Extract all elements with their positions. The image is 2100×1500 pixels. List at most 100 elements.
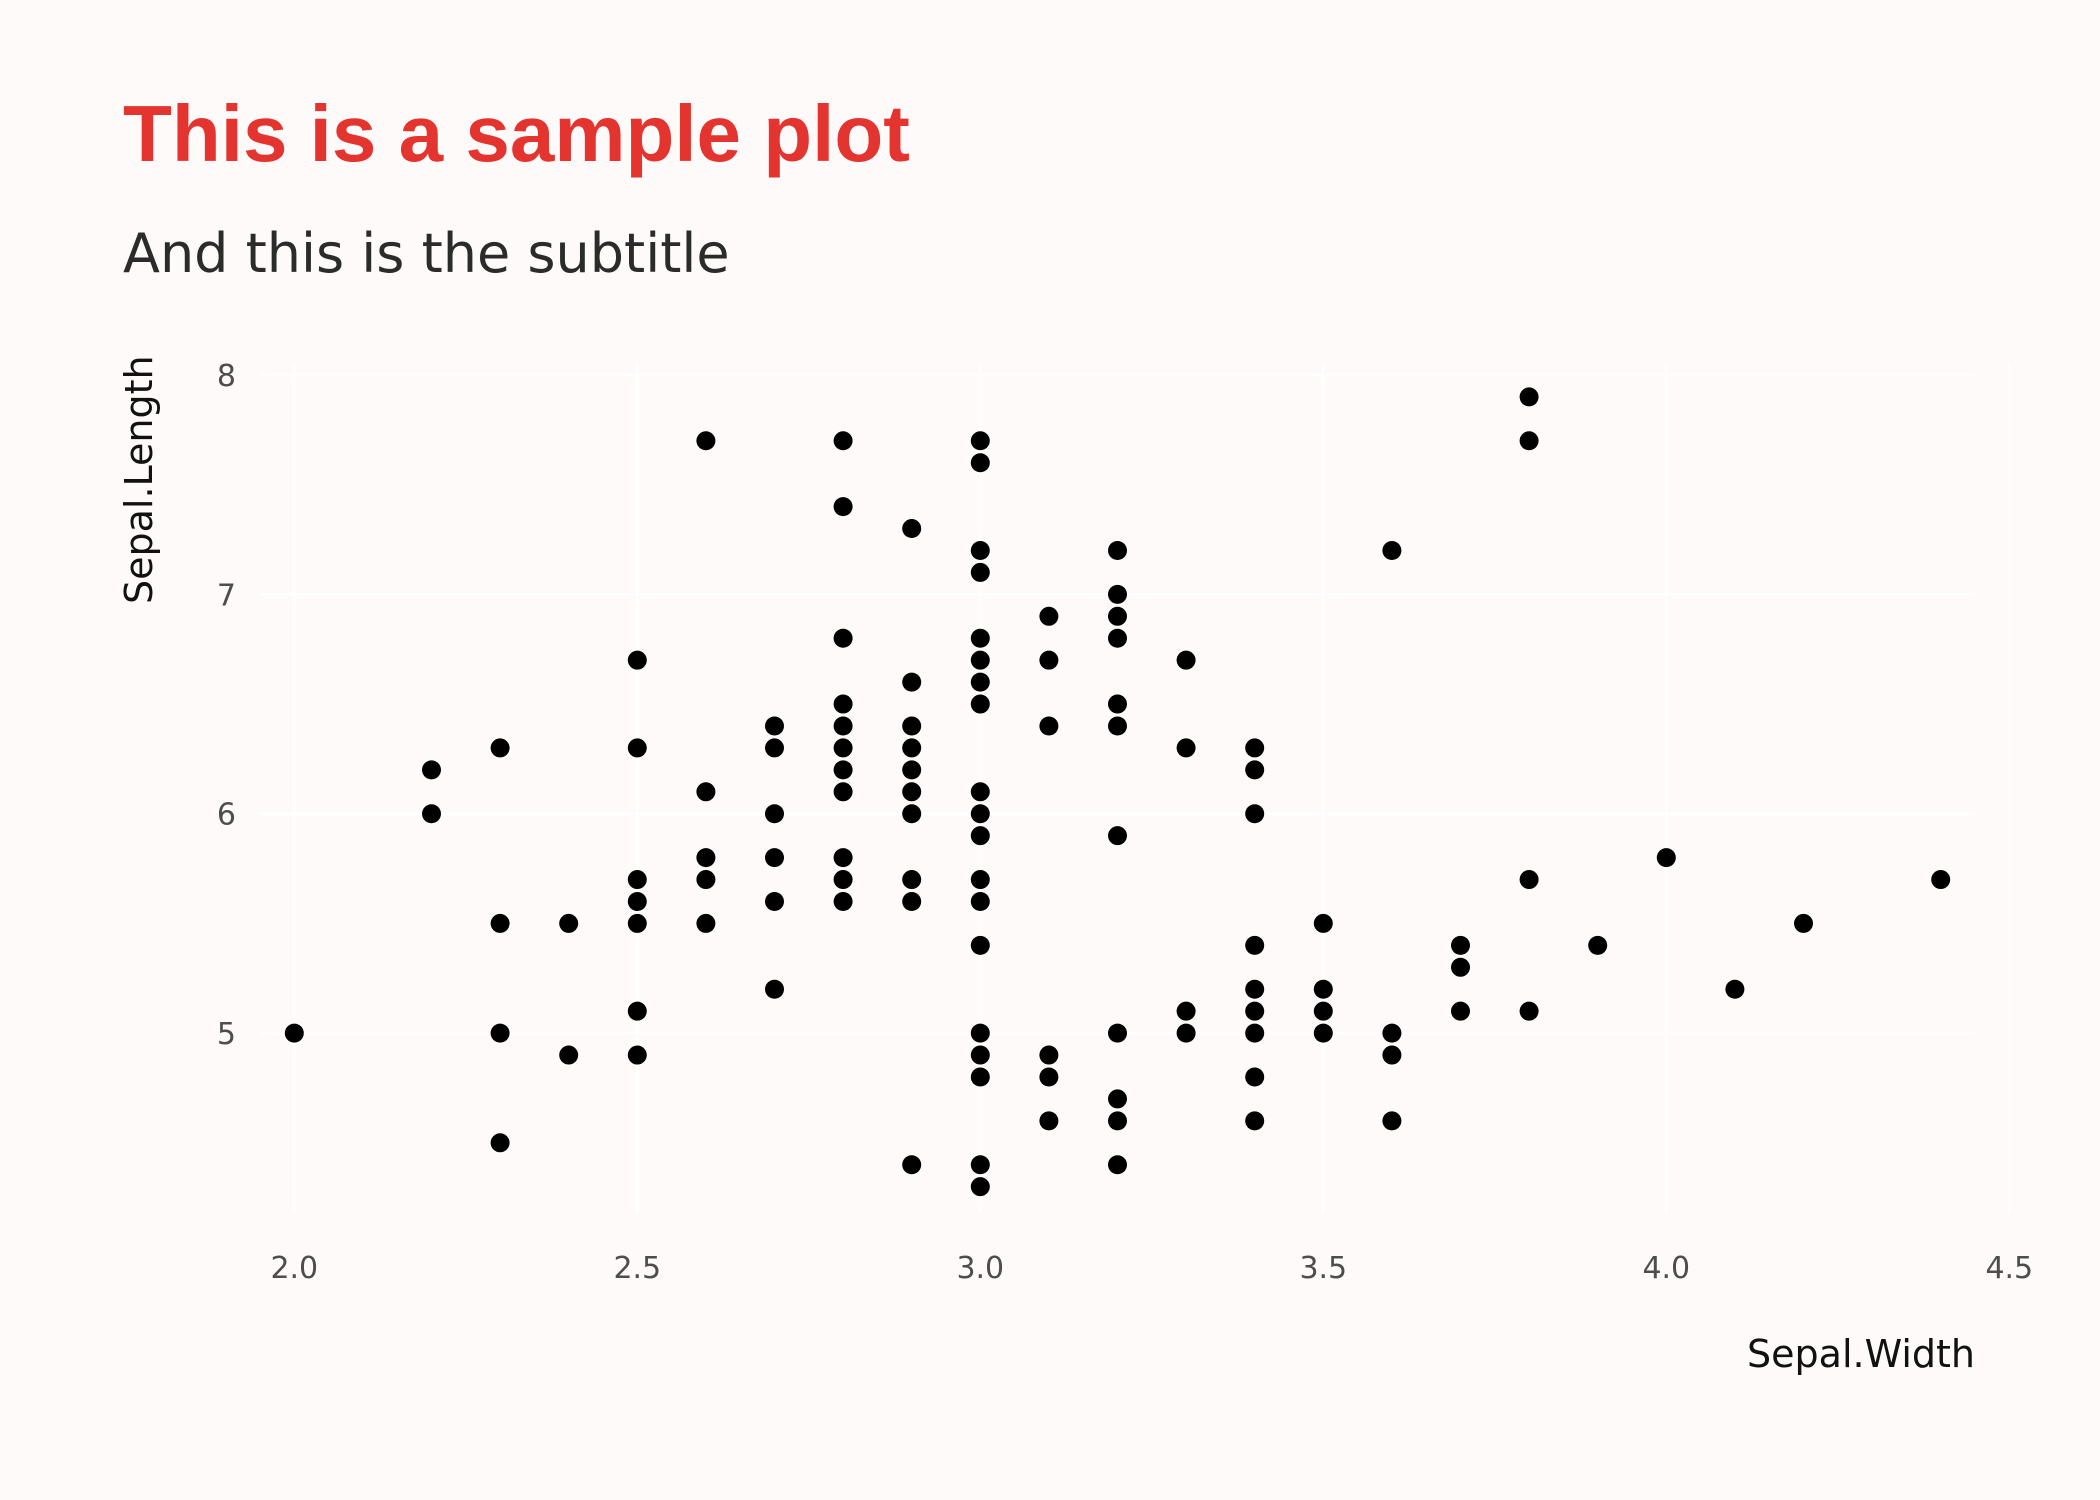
data-point (490, 1133, 510, 1153)
data-point (765, 848, 784, 868)
data-point (1108, 716, 1127, 736)
data-point (1245, 738, 1265, 758)
data-point (970, 891, 990, 911)
data-point (970, 672, 990, 692)
data-points (284, 387, 1951, 1197)
data-point (1039, 650, 1059, 670)
y-axis-title: Sepal.Length (117, 355, 161, 604)
data-point (627, 870, 647, 890)
data-point (902, 519, 922, 539)
x-tick-label: 3.0 (956, 1251, 1004, 1286)
data-point (970, 1155, 990, 1175)
data-point (284, 1023, 304, 1043)
data-point (970, 1177, 990, 1197)
data-point (1931, 870, 1951, 890)
data-point (559, 1045, 579, 1065)
data-point (1451, 935, 1470, 955)
data-point (833, 870, 853, 890)
y-tick-labels: 5 6 7 8 (217, 359, 236, 1052)
data-point (833, 628, 853, 648)
data-point (696, 913, 716, 933)
data-point (422, 804, 441, 824)
data-point (970, 870, 990, 890)
y-tick-label: 6 (217, 798, 236, 833)
data-point (833, 738, 853, 758)
data-point (970, 628, 990, 648)
data-point (970, 826, 990, 846)
data-point (490, 1023, 510, 1043)
data-point (696, 431, 716, 451)
data-point (1108, 1089, 1127, 1109)
data-point (1108, 694, 1127, 714)
data-point (1519, 870, 1539, 890)
data-point (765, 716, 784, 736)
data-point (1108, 1155, 1127, 1175)
data-point (1176, 1023, 1196, 1043)
data-point (970, 804, 990, 824)
data-point (833, 891, 853, 911)
x-tick-label: 4.0 (1642, 1251, 1690, 1286)
data-point (1176, 738, 1196, 758)
y-tick-label: 8 (217, 359, 236, 394)
data-point (765, 979, 784, 999)
data-point (1382, 1045, 1402, 1065)
data-point (902, 804, 922, 824)
data-point (970, 1023, 990, 1043)
data-point (490, 913, 510, 933)
x-axis-title: Sepal.Width (1747, 1332, 1975, 1376)
data-point (627, 1045, 647, 1065)
data-point (422, 760, 441, 780)
data-point (490, 738, 510, 758)
data-point (970, 1045, 990, 1065)
x-tick-label: 2.5 (613, 1251, 661, 1286)
data-point (902, 870, 922, 890)
data-point (1519, 431, 1539, 451)
data-point (1519, 1001, 1539, 1021)
data-point (1451, 1001, 1470, 1021)
data-point (1039, 716, 1059, 736)
data-point (1245, 1023, 1265, 1043)
data-point (1656, 848, 1676, 868)
data-point (1382, 1111, 1402, 1131)
data-point (1245, 804, 1265, 824)
data-point (1108, 1111, 1127, 1131)
data-point (1519, 387, 1539, 407)
data-point (1039, 1111, 1059, 1131)
x-tick-labels: 2.0 2.5 3.0 3.5 4.0 4.5 (270, 1251, 2033, 1286)
data-point (833, 848, 853, 868)
data-point (627, 650, 647, 670)
data-point (970, 562, 990, 582)
data-point (1039, 1045, 1059, 1065)
data-point (627, 738, 647, 758)
data-point (1313, 979, 1333, 999)
data-point (1108, 540, 1127, 560)
data-point (833, 431, 853, 451)
data-point (1039, 606, 1059, 626)
data-point (970, 540, 990, 560)
x-tick-label: 4.5 (1985, 1251, 2033, 1286)
data-point (902, 891, 922, 911)
data-point (833, 694, 853, 714)
data-point (970, 431, 990, 451)
data-point (1725, 979, 1745, 999)
data-point (1794, 913, 1813, 933)
data-point (1451, 957, 1470, 977)
x-tick-label: 2.0 (270, 1251, 318, 1286)
data-point (559, 913, 579, 933)
data-point (833, 782, 853, 802)
chart-subtitle: And this is the subtitle (123, 222, 730, 285)
data-point (902, 1155, 922, 1175)
data-point (1108, 628, 1127, 648)
data-point (696, 870, 716, 890)
data-point (627, 913, 647, 933)
data-point (765, 891, 784, 911)
data-point (1588, 935, 1608, 955)
data-point (970, 694, 990, 714)
data-point (1245, 1001, 1265, 1021)
data-point (1108, 606, 1127, 626)
data-point (833, 497, 853, 517)
data-point (1108, 826, 1127, 846)
data-point (970, 453, 990, 473)
data-point (1108, 584, 1127, 604)
data-point (833, 716, 853, 736)
